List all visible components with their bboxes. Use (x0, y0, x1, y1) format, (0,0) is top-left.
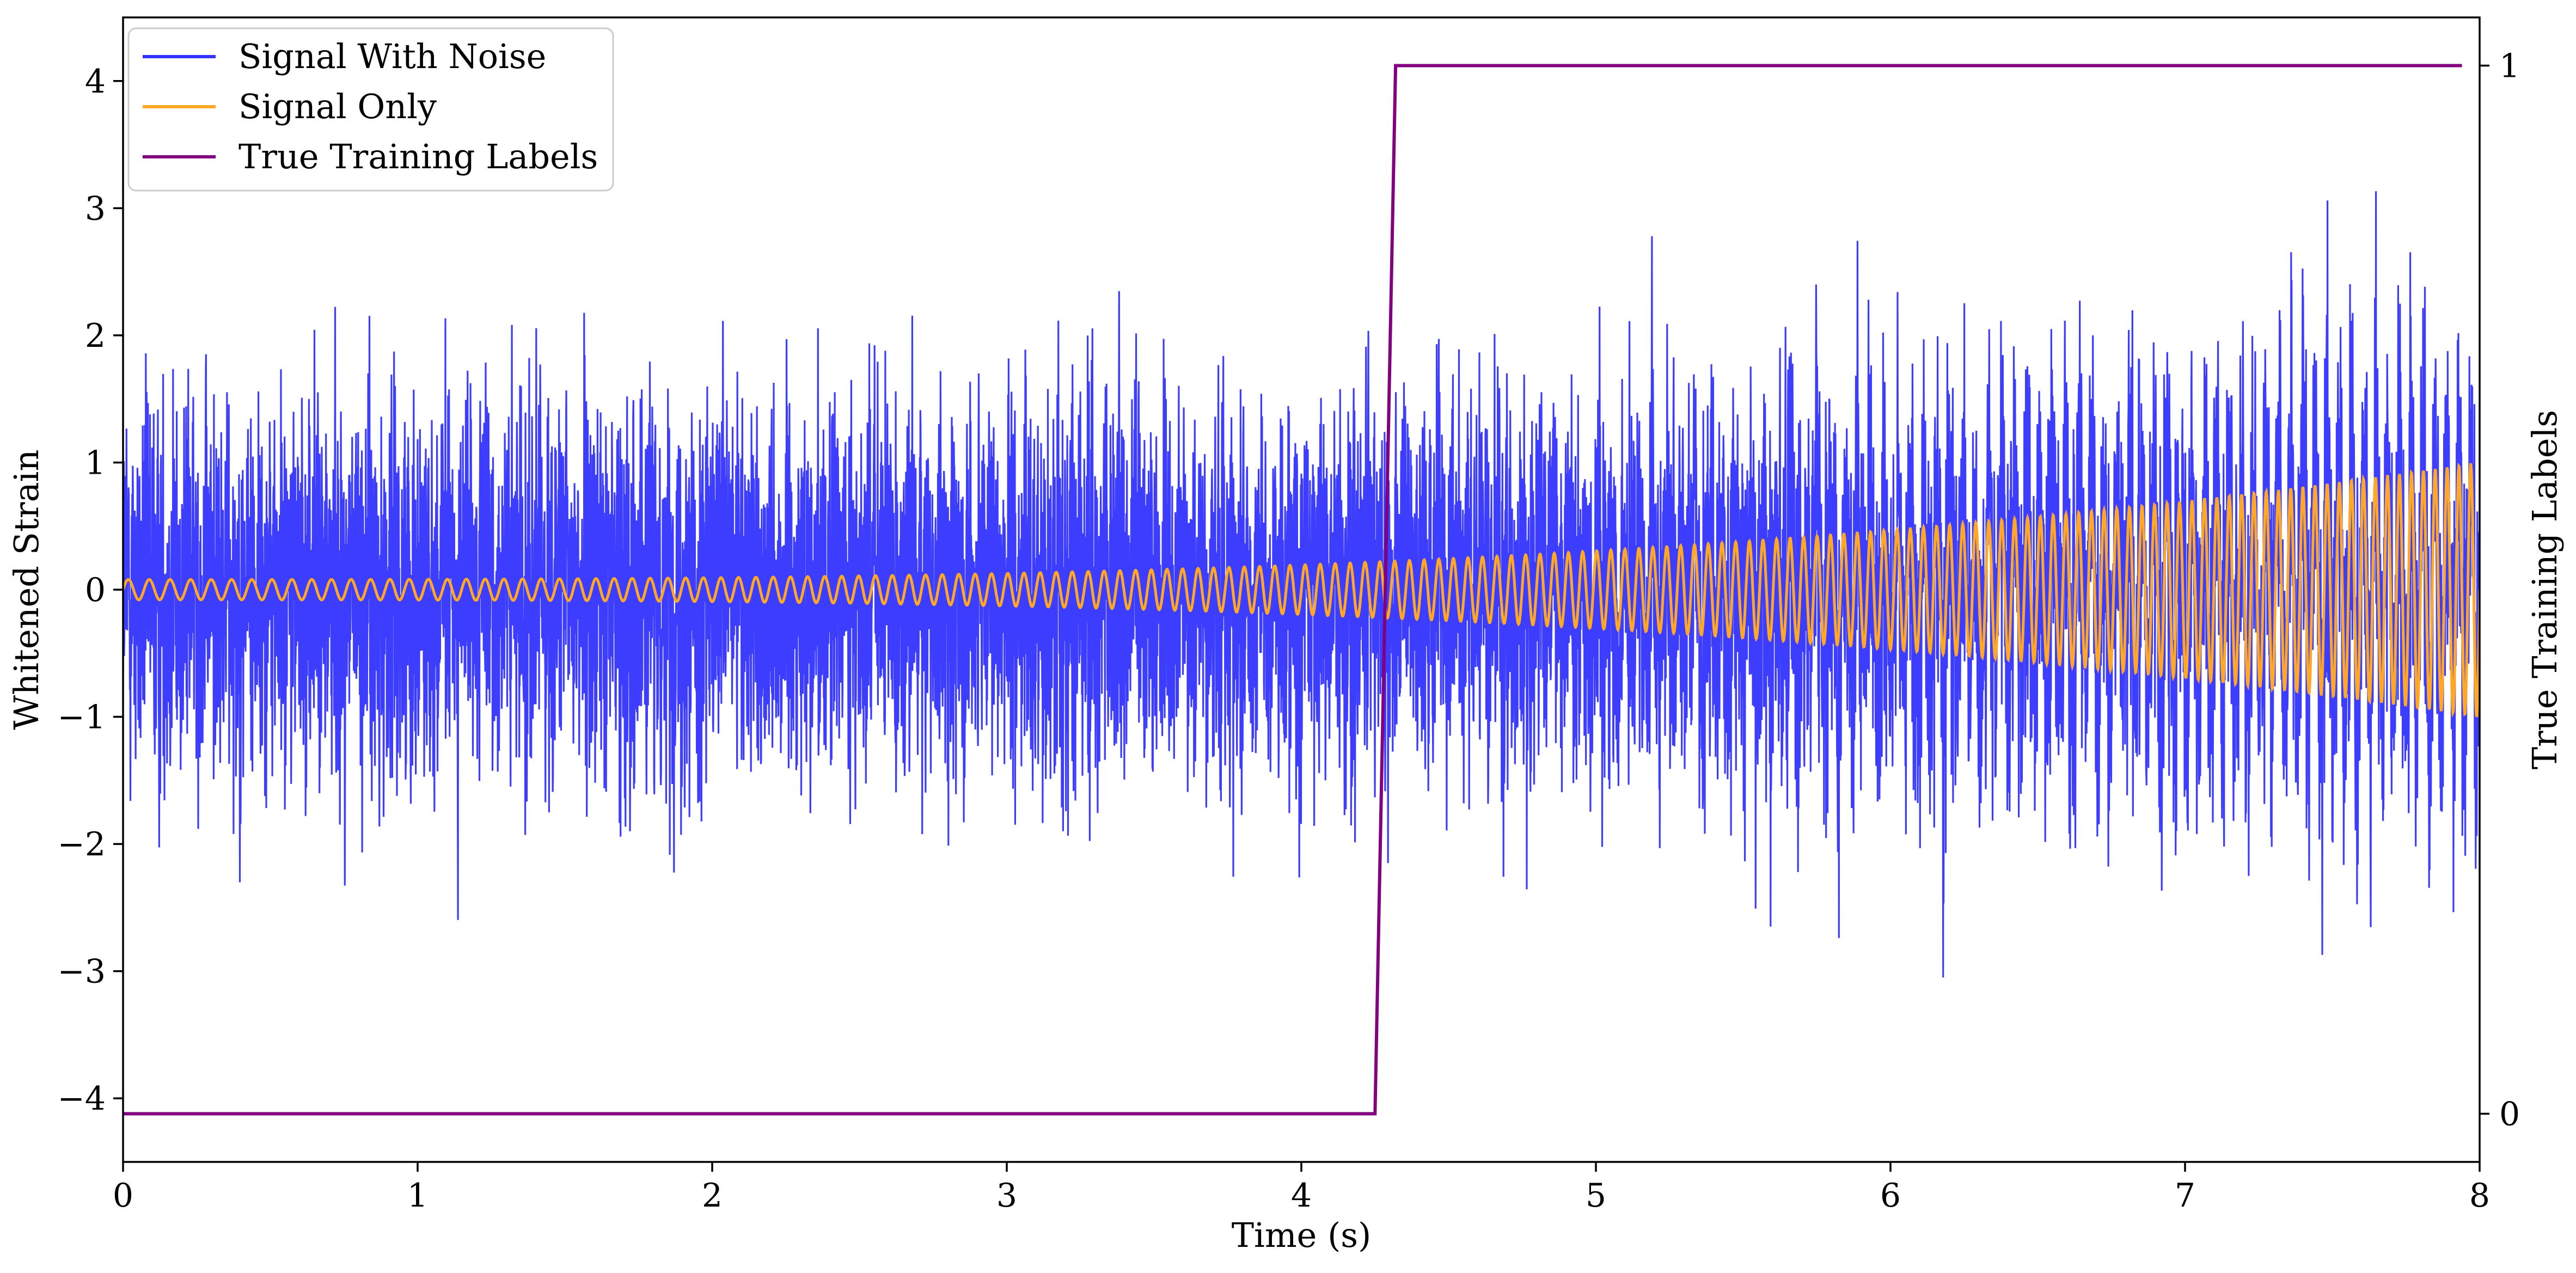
x-tick-label: 3 (996, 1177, 1017, 1215)
y-tick-label: 3 (85, 189, 106, 228)
y-axis-label: Whitened Strain (7, 450, 46, 730)
legend-box (127, 27, 614, 192)
x-tick-label: 8 (2469, 1177, 2490, 1215)
y-tick-label: −4 (58, 1080, 106, 1118)
y-tick-label: 2 (85, 317, 106, 355)
axes-layer: 0 1 2 3 4 5 6 7 8 −4 −3 −2 −1 0 1 2 3 4 0 1 (58, 47, 2520, 1215)
x-axis-label: Time (s) (1232, 1215, 1372, 1255)
x-tick-label: 6 (1880, 1177, 1901, 1215)
x-tick-label: 7 (2175, 1177, 2195, 1215)
y-tick-label: −3 (58, 953, 106, 991)
y-tick-label: −1 (58, 699, 106, 737)
plot-clipped (123, 64, 2480, 1116)
x-tick-label: 4 (1291, 1177, 1312, 1215)
y2-tick-label: 1 (2499, 47, 2520, 85)
y2-tick-label: 0 (2499, 1095, 2520, 1133)
signal-with-noise-line (123, 191, 2480, 978)
true-training-labels-line (123, 64, 2462, 1116)
x-tick-label: 5 (1586, 1177, 1606, 1215)
x-tick-label: 2 (702, 1177, 723, 1215)
y-tick-label: 1 (85, 444, 106, 482)
legend-label: Signal Only (238, 87, 437, 126)
y-tick-label: 4 (85, 63, 106, 101)
legend-label: Signal With Noise (238, 36, 546, 76)
legend-entries: Signal With Noise Signal Only True Trainin… (143, 36, 598, 176)
y-tick-label: −2 (58, 825, 106, 864)
y2-axis-label: True Training Labels (2525, 410, 2565, 769)
x-tick-label: 1 (407, 1177, 428, 1215)
signal-only-line (123, 462, 2480, 718)
plot-layer (123, 64, 2480, 1116)
legend-label: True Training Labels (238, 137, 598, 176)
y-tick-label: 0 (85, 571, 106, 609)
legend: Signal With Noise Signal Only True Trainin… (127, 27, 614, 192)
x-tick-label: 0 (113, 1177, 133, 1215)
